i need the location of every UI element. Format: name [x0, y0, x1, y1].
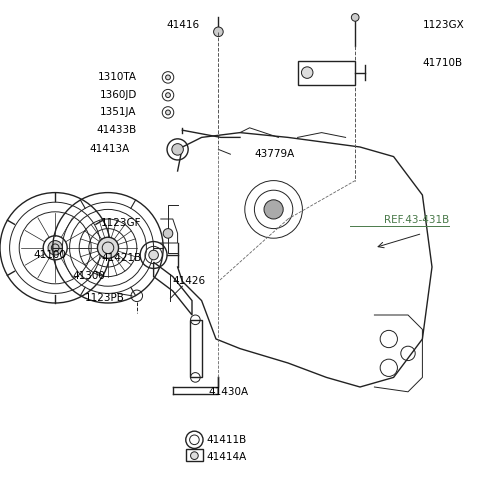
Circle shape [97, 237, 119, 259]
Circle shape [214, 27, 223, 36]
Text: 41411B: 41411B [206, 435, 247, 445]
Text: 41426: 41426 [173, 277, 206, 286]
Text: 41710B: 41710B [422, 58, 463, 68]
Text: REF.43-431B: REF.43-431B [384, 215, 449, 225]
Circle shape [163, 228, 173, 238]
Circle shape [166, 93, 170, 98]
Text: 41413A: 41413A [89, 144, 130, 155]
Bar [190, 320, 202, 378]
Circle shape [301, 67, 313, 78]
Text: 1123GX: 1123GX [422, 19, 464, 30]
Circle shape [149, 250, 158, 260]
Text: 41414A: 41414A [206, 451, 247, 462]
Text: 41421B: 41421B [101, 253, 142, 263]
Circle shape [172, 144, 183, 155]
Circle shape [166, 75, 170, 80]
Text: 1360JD: 1360JD [99, 90, 137, 100]
Text: 1123PB: 1123PB [85, 293, 125, 303]
Text: 1351JA: 1351JA [100, 107, 137, 118]
Bar [298, 61, 355, 85]
Text: 1310TA: 1310TA [98, 72, 137, 83]
Circle shape [191, 452, 198, 459]
Text: 43779A: 43779A [254, 149, 295, 159]
Text: 41416: 41416 [166, 19, 199, 30]
Text: 41433B: 41433B [96, 125, 137, 135]
Text: 41300: 41300 [73, 271, 106, 280]
Circle shape [351, 14, 359, 21]
Circle shape [166, 110, 170, 115]
Text: 41100: 41100 [34, 250, 66, 260]
Text: 41430A: 41430A [209, 387, 249, 397]
Bar [186, 450, 203, 461]
Circle shape [48, 241, 62, 255]
Circle shape [264, 200, 283, 219]
Text: 1123GF: 1123GF [101, 218, 142, 228]
